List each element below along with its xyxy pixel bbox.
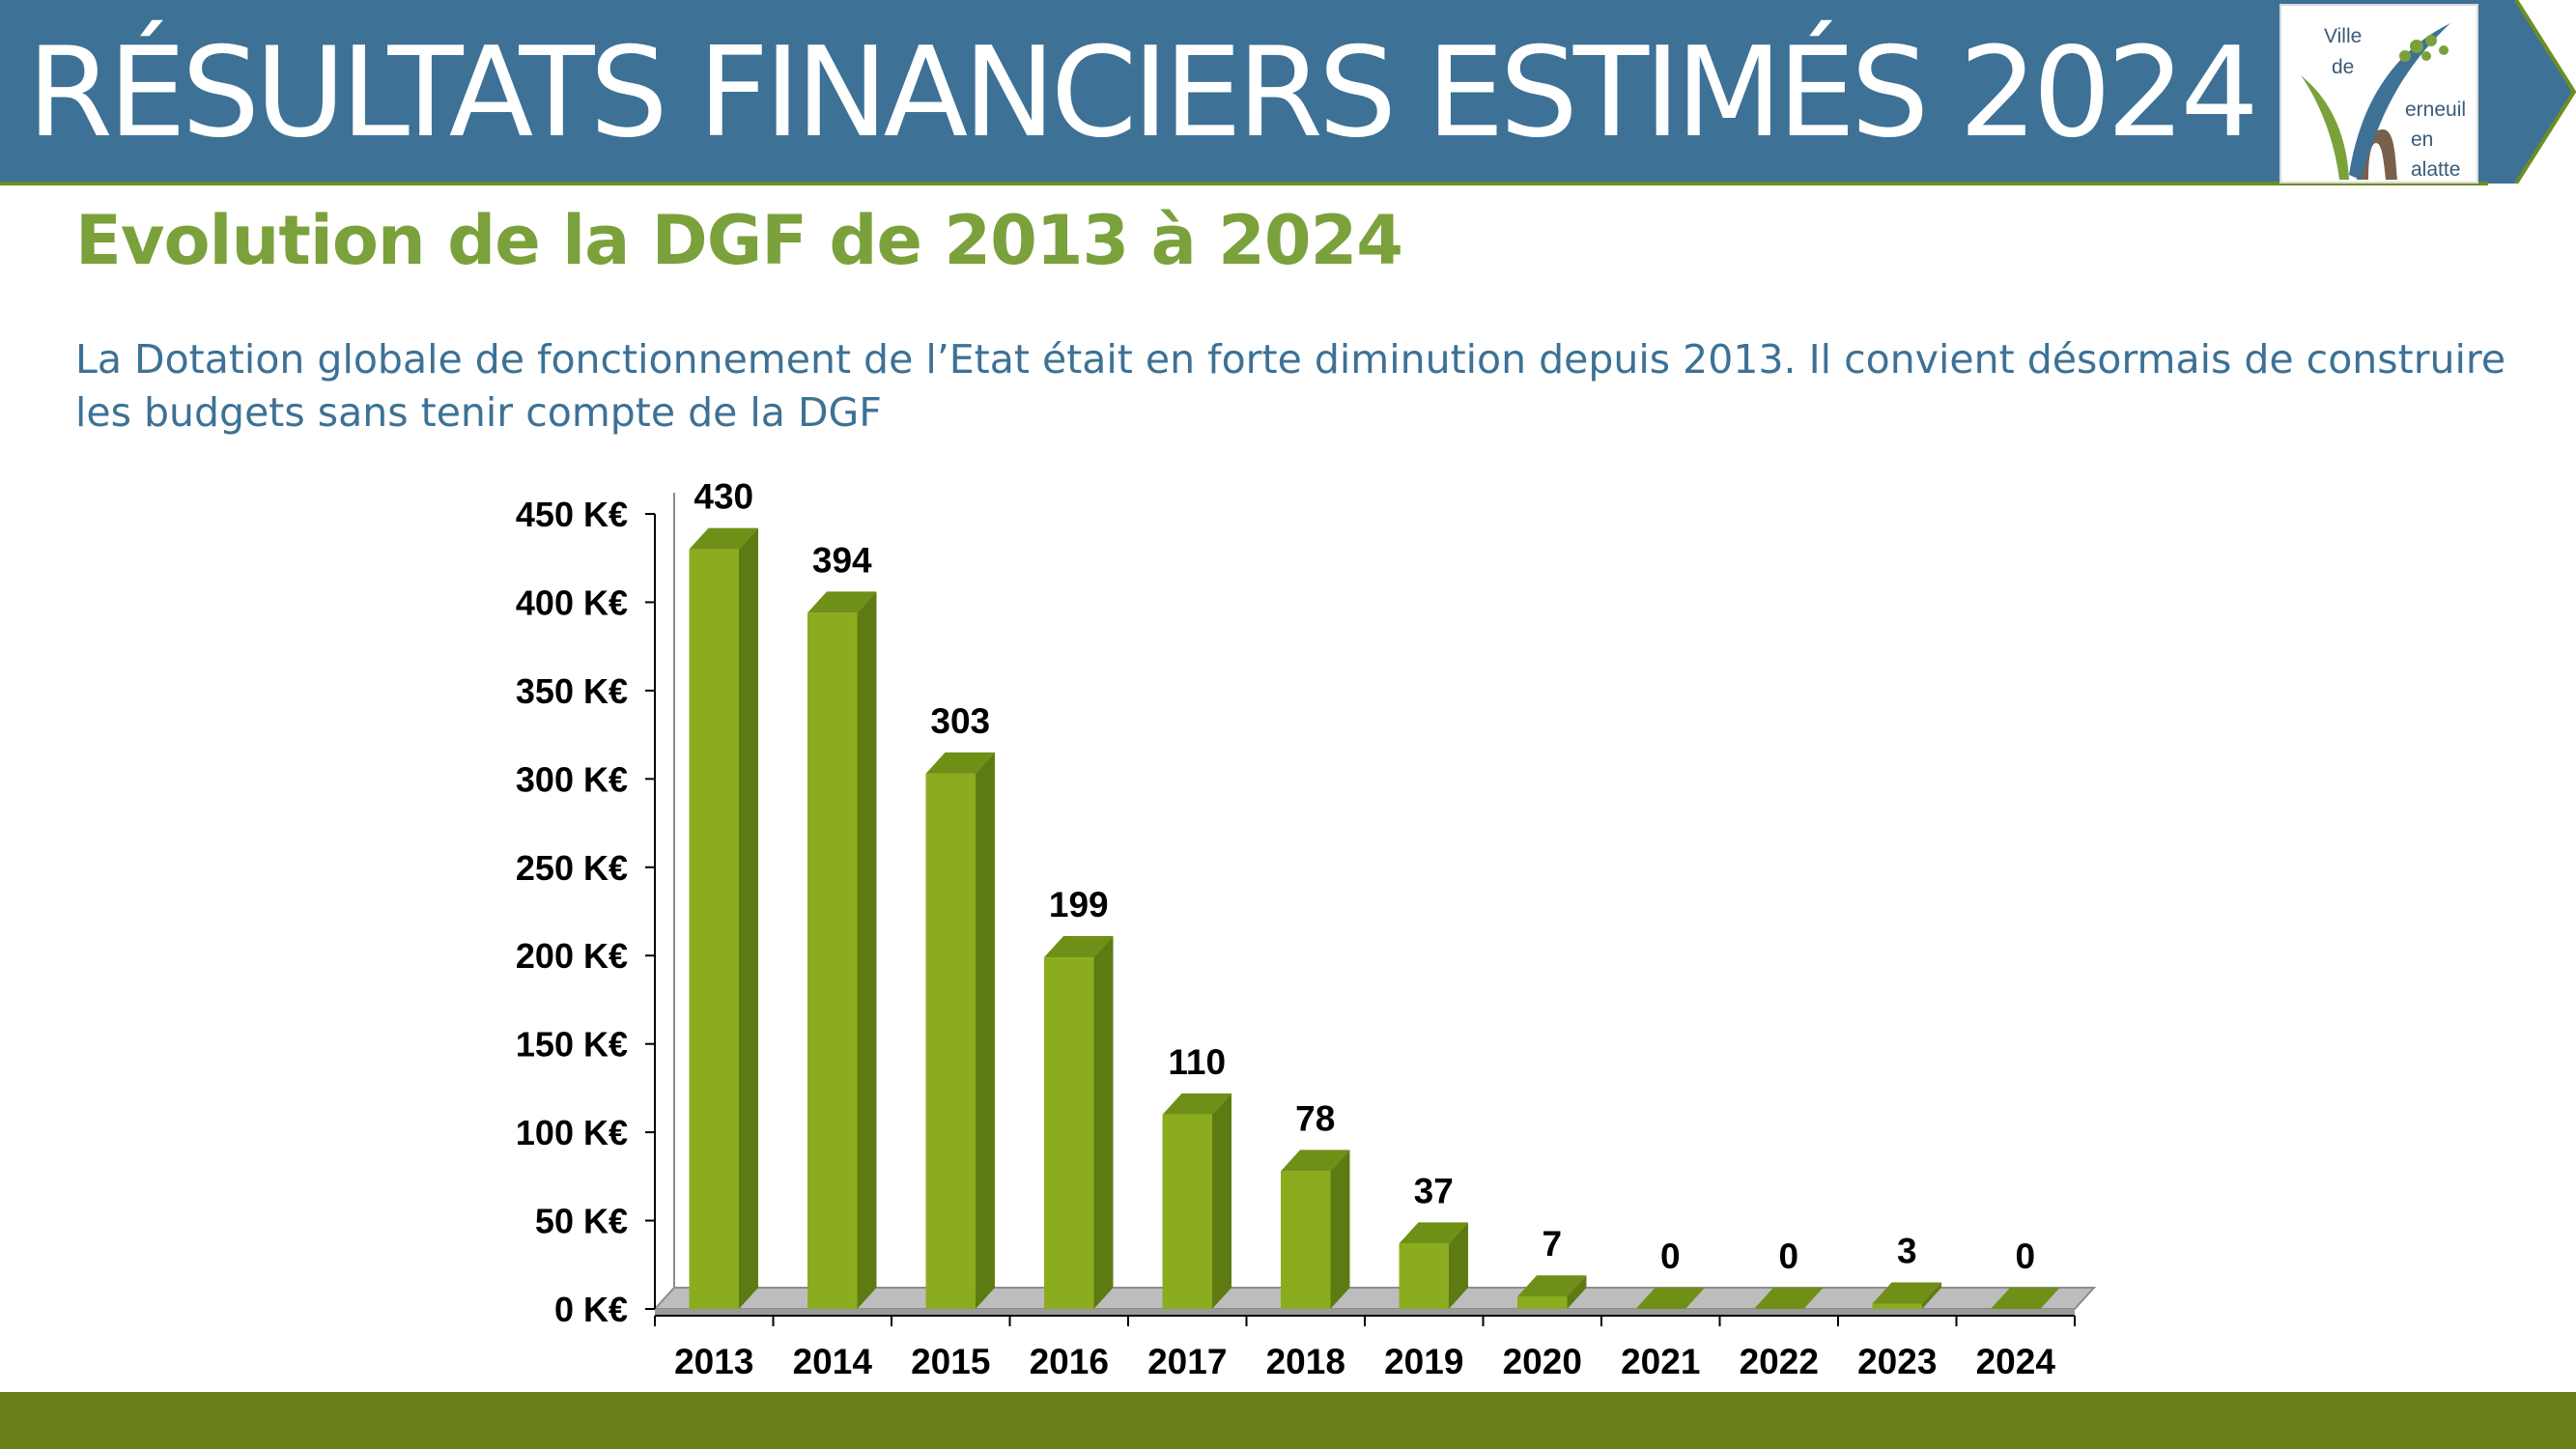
banner-underline [0,182,2488,185]
data-label-2021: 0 [1660,1236,1681,1276]
bar-2024 [1991,1288,2060,1309]
bar-top-face [1872,1282,1941,1304]
x-category-label-2023: 2023 [1857,1342,1937,1381]
bar-side-face [1211,1093,1231,1309]
logo-emblem-icon [2301,23,2450,180]
data-label-2024: 0 [2015,1236,2035,1276]
bar-top-face [1517,1275,1587,1297]
bar-side-face [1448,1222,1468,1309]
bar-top-face [925,752,995,774]
bar-side-face [1093,936,1114,1309]
bar-2019 [1399,1222,1468,1309]
bar-front-face [1044,957,1094,1309]
x-category-label-2021: 2021 [1621,1342,1700,1381]
bar-2013 [689,527,758,1309]
x-category-label-2017: 2017 [1147,1342,1227,1381]
x-category-label-2015: 2015 [911,1342,990,1381]
data-label-2022: 0 [1778,1236,1798,1276]
description-text: La Dotation globale de fonctionnement de… [75,336,2506,436]
bar-2022 [1754,1288,1824,1309]
data-label-2014: 394 [812,540,872,580]
bar-front-face [689,549,739,1309]
data-label-2023: 3 [1897,1232,1917,1271]
x-category-label-2014: 2014 [793,1342,873,1381]
bar-side-face [1921,1282,1941,1309]
dgf-bar-chart: 0 K€ 50 K€ 100 K€ 150 K€ 200 K€ 250 K€ 300 K€ 3… [516,477,2097,1381]
bar-front-face [1872,1303,1922,1309]
bar-side-face [975,752,995,1309]
bar-2015 [925,752,995,1309]
bar-2014 [807,591,877,1309]
bar-side-face [1330,1150,1350,1309]
data-label-2018: 78 [1295,1098,1335,1138]
bar-top-face [1162,1093,1231,1115]
data-label-2016: 199 [1049,885,1109,924]
bar-2021 [1635,1288,1705,1309]
bar-top-face [1399,1222,1468,1244]
y-tick-label: 300 K€ [516,759,628,799]
logo-text-erneuil: erneuil [2405,99,2467,121]
bar-front-face [1399,1243,1449,1309]
y-tick-label: 200 K€ [516,936,628,976]
bar-side-face [857,591,877,1309]
bar-front-face [1517,1296,1568,1309]
bar-2018 [1281,1150,1350,1309]
y-tick-label: 100 K€ [516,1113,628,1152]
y-tick-label: 400 K€ [516,582,628,622]
data-label-2015: 303 [930,701,990,741]
logo-text-en: en [2411,128,2434,151]
x-category-label-2016: 2016 [1030,1342,1109,1381]
logo-text-ville: Ville [2324,25,2363,47]
bar-front-face [1281,1171,1331,1309]
data-label-2019: 37 [1414,1171,1454,1210]
data-label-2017: 110 [1168,1042,1226,1082]
y-tick-label: 450 K€ [516,495,628,534]
x-category-label-2019: 2019 [1384,1342,1463,1381]
bar-front-face [925,773,976,1309]
footer-bar [0,1392,2576,1449]
bar-2020 [1517,1275,1587,1309]
y-tick-label: 350 K€ [516,671,628,711]
banner-arrow-shape [2473,0,2576,184]
bar-side-face [738,527,758,1309]
bar-2017 [1162,1093,1231,1309]
y-tick-label: 150 K€ [516,1025,628,1065]
data-label-2013: 430 [694,477,753,517]
bar-side-face [1567,1275,1587,1309]
bar-top-face [689,527,758,550]
y-tick-label: 250 K€ [516,848,628,888]
page-title: RÉSULTATS FINANCIERS ESTIMÉS 2024 [27,21,2259,165]
x-category-label-2013: 2013 [674,1342,753,1381]
x-category-label-2022: 2022 [1740,1342,1819,1381]
x-category-label-2018: 2018 [1266,1342,1345,1381]
chart-floor-edge [655,1309,2075,1316]
town-logo: Ville de erneuil en alatte [2279,4,2478,184]
logo-text-alatte: alatte [2411,158,2461,181]
x-category-label-2024: 2024 [1976,1342,2056,1381]
y-tick-label: 50 K€ [535,1202,628,1241]
y-tick-label: 0 K€ [554,1290,628,1329]
bar-top-face [1991,1288,2060,1309]
bar-top-face [1635,1288,1705,1309]
bar-top-face [1281,1150,1350,1172]
data-label-2020: 7 [1542,1224,1562,1264]
bar-top-face [1044,936,1114,958]
section-subtitle: Evolution de la DGF de 2013 à 2024 [75,201,1403,280]
bar-2016 [1044,936,1114,1309]
bar-top-face [807,591,877,613]
title-banner [0,0,2488,184]
bar-top-face [1754,1288,1824,1309]
bar-2023 [1872,1282,1941,1309]
bar-front-face [807,612,858,1309]
bar-front-face [1162,1114,1212,1309]
x-category-label-2020: 2020 [1503,1342,1582,1381]
logo-text-de: de [2332,56,2355,78]
